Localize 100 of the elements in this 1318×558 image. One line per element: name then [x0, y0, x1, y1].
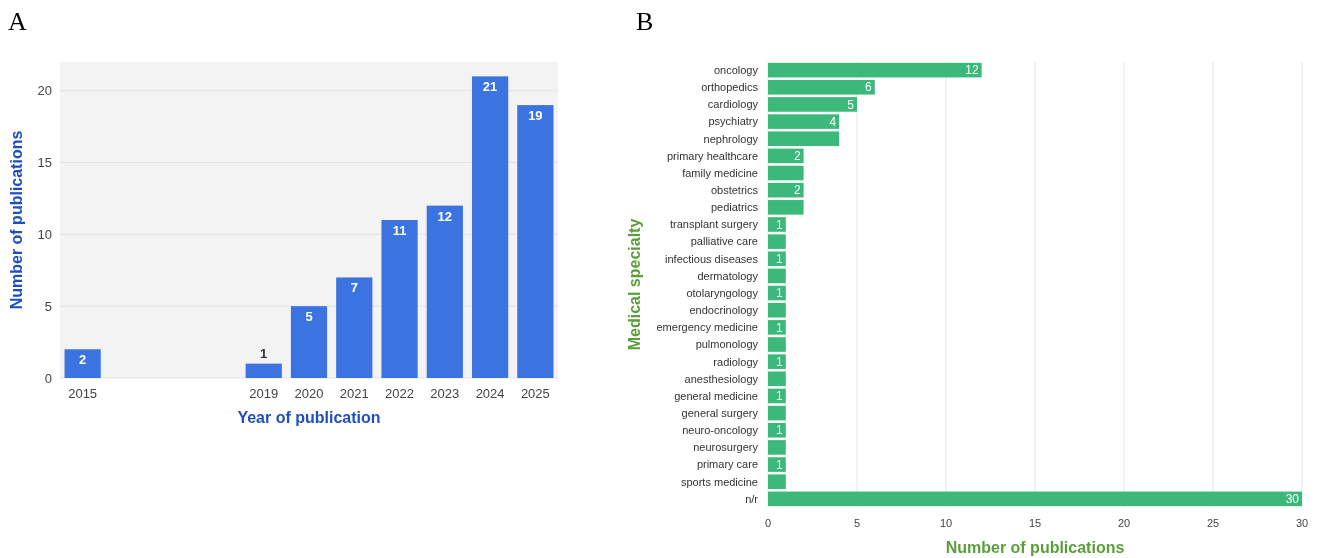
- y-tick-label: oncology: [713, 64, 759, 76]
- data-label: 12: [965, 63, 979, 78]
- data-label: 1: [776, 251, 784, 266]
- bar: [768, 200, 804, 215]
- data-label: 1: [776, 286, 784, 301]
- data-label: 1: [776, 389, 784, 404]
- y-tick-label: primary care: [696, 458, 758, 471]
- bar: [768, 457, 786, 472]
- bar: [768, 217, 786, 232]
- x-tick-label: 2021: [339, 386, 369, 401]
- y-tick-label: primary healthcare: [666, 149, 758, 162]
- bar: [768, 148, 804, 164]
- data-label: 2: [793, 183, 801, 198]
- y-tick-label: orthopedics: [701, 81, 759, 94]
- bar: [64, 349, 101, 378]
- y-tick-label: transplant surgery: [669, 218, 759, 231]
- x-tick-label: 30: [1295, 517, 1309, 529]
- data-label: 6: [865, 80, 873, 95]
- x-tick-label: 2024: [475, 386, 505, 401]
- y-tick-label: cardiology: [707, 98, 759, 111]
- x-tick-label: 2022: [385, 386, 415, 401]
- bar: [768, 165, 804, 181]
- data-label: 1: [776, 423, 784, 438]
- y-tick-label: psychiatry: [708, 115, 759, 128]
- y-tick-label: infectious diseases: [665, 252, 759, 265]
- data-label: 2: [79, 352, 87, 368]
- y-tick-label: anesthesiology: [684, 372, 759, 385]
- bar: [768, 234, 786, 249]
- y-tick-label: otolaryngology: [686, 286, 759, 299]
- y-tick-label: sports medicine: [680, 475, 758, 488]
- bar: [768, 422, 786, 438]
- bar: [768, 337, 786, 352]
- y-tick-label: 15: [37, 155, 52, 171]
- data-label: 1: [260, 345, 268, 361]
- bar: [768, 251, 786, 267]
- bar: [768, 114, 840, 129]
- y-tick-label: dermatology: [697, 269, 759, 282]
- y-tick-label: general surgery: [681, 406, 759, 419]
- data-label: 5: [847, 97, 855, 112]
- y-tick-label: 5: [44, 298, 52, 314]
- data-label: 7: [350, 280, 358, 296]
- y-tick-label: endocrinology: [689, 304, 759, 317]
- y-tick-label: 20: [37, 83, 52, 99]
- bar: [517, 105, 554, 378]
- y-tick-label: neuro-oncology: [682, 424, 759, 437]
- x-tick-label: 20: [1117, 517, 1131, 529]
- data-label: 1: [776, 217, 784, 232]
- data-label: 5: [305, 309, 313, 325]
- bar: [381, 220, 418, 378]
- y-axis-title: Number of publications: [8, 130, 25, 310]
- x-tick-label: 15: [1028, 517, 1042, 529]
- x-tick-label: 5: [853, 517, 861, 529]
- bar: [768, 302, 786, 318]
- y-tick-label: pulmonology: [695, 338, 759, 351]
- y-tick-label: nephrology: [703, 132, 759, 145]
- bar: [768, 474, 786, 489]
- bar: [768, 440, 786, 455]
- y-tick-label: family medicine: [682, 166, 758, 179]
- bar: [768, 371, 786, 387]
- x-tick-label: 25: [1206, 517, 1220, 529]
- data-label: 30: [1285, 492, 1300, 507]
- y-tick-label: n/r: [745, 492, 759, 505]
- y-tick-label: 10: [37, 226, 52, 242]
- y-tick-label: obstetrics: [710, 184, 759, 197]
- x-tick-label: 2020: [294, 386, 324, 401]
- y-tick-label: 0: [44, 370, 52, 386]
- data-label: 11: [392, 223, 407, 238]
- bar: [768, 97, 857, 112]
- data-label: 1: [776, 457, 784, 472]
- y-tick-label: neurosurgery: [693, 441, 759, 454]
- data-label: 1: [776, 354, 784, 369]
- bar: [471, 76, 509, 378]
- bar: [768, 354, 786, 369]
- y-tick-label: pediatrics: [710, 201, 759, 214]
- bar: [426, 205, 463, 378]
- y-axis-title: Medical specialty: [626, 218, 643, 351]
- y-tick-label: general medicine: [674, 389, 758, 402]
- data-label: 4: [829, 114, 837, 129]
- y-tick-label: emergency medicine: [656, 321, 758, 334]
- x-tick-label: 2025: [520, 386, 550, 401]
- bar: [245, 363, 282, 378]
- x-axis-title: Number of publications: [945, 539, 1125, 556]
- bar: [768, 80, 875, 95]
- data-label: 21: [482, 79, 498, 95]
- bar: [768, 405, 786, 421]
- bar: [768, 268, 786, 284]
- bar: [336, 277, 373, 378]
- data-label: 1: [776, 320, 784, 335]
- x-tick-label: 10: [939, 517, 953, 529]
- data-label: 12: [437, 208, 453, 224]
- bar: [768, 320, 786, 335]
- bar: [290, 306, 328, 378]
- x-tick-label: 2015: [68, 386, 98, 401]
- bar: [768, 182, 804, 198]
- x-tick-label: 0: [764, 517, 772, 529]
- x-tick-label: 2019: [249, 386, 279, 401]
- x-tick-label: 2023: [430, 386, 460, 401]
- text: B: [636, 7, 654, 36]
- data-label: 19: [528, 108, 543, 124]
- text: A: [8, 7, 27, 36]
